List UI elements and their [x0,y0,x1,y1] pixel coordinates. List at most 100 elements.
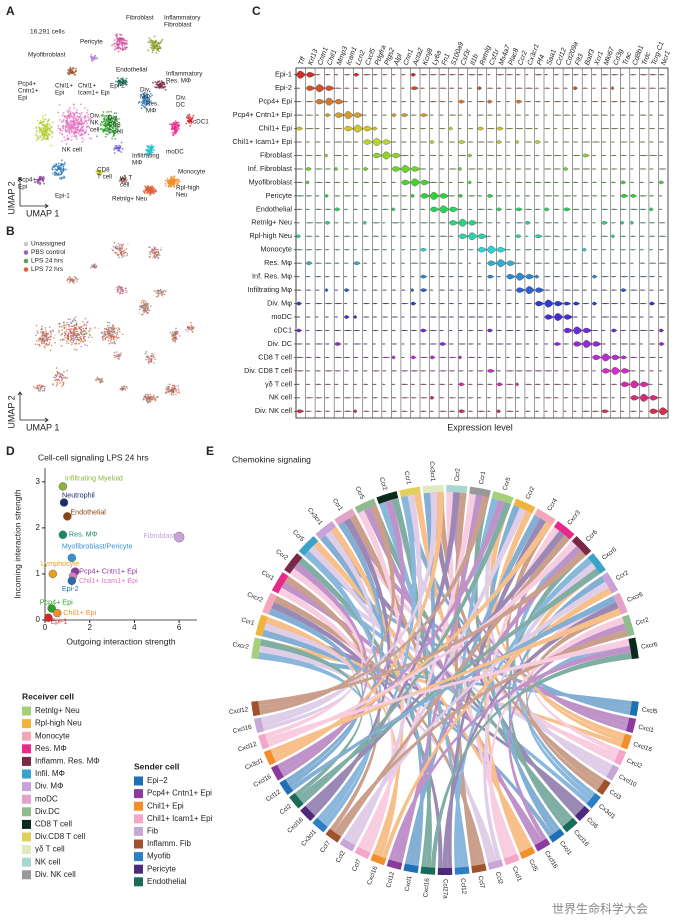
violin [420,193,430,199]
row-label: Pericyte [266,191,292,200]
umap-point [51,121,54,124]
violin [496,114,502,116]
umap-point [42,128,45,130]
umap-point [68,324,71,326]
violin [448,220,459,226]
violin [505,249,511,251]
axis-label: UMAP 2 [6,395,16,428]
umap-point [152,44,155,47]
violin [648,222,656,224]
umap-point [171,334,173,337]
violin [505,289,513,291]
violin [296,87,301,89]
legend-label: Pcp4+ Cntn1+ Epi [147,789,212,798]
umap-point [41,134,44,136]
umap-point [37,332,39,335]
umap-point [69,340,72,342]
violin [353,101,359,103]
violin [477,168,484,170]
legend-marker [23,267,29,272]
umap-point [61,373,63,376]
umap-point [140,304,143,307]
umap-point [148,192,151,194]
umap-point [35,132,38,135]
violin [410,329,417,332]
violin [534,287,545,293]
violin [334,154,342,157]
umap-point [35,340,38,342]
chord-label: Cxcr2 [246,591,264,604]
violin [572,341,583,347]
umap-point [78,334,80,337]
cluster-label: Chil1+ [55,83,73,90]
umap-point [80,133,83,136]
umap-point [109,326,111,329]
umap-point [79,326,81,328]
umap-point [77,118,80,121]
umap-point [126,42,128,45]
violin [448,276,454,278]
violin [343,329,352,332]
violin [506,154,511,157]
violin [515,181,523,183]
violin [591,235,597,237]
umap-point [149,395,151,397]
violin [410,262,419,264]
umap-point [157,50,160,53]
violin [391,222,400,224]
violin [610,397,616,399]
chord-label: Ccr2 [635,616,650,627]
umap-point [81,130,84,132]
violin [381,249,388,251]
violin [544,249,550,251]
umap-point [126,254,128,257]
umap-point [86,111,89,114]
umap-point [144,96,147,98]
violin [429,383,436,385]
row-label: γδ T cell [265,379,292,388]
violin [353,249,358,251]
legend-swatch [22,807,31,817]
cluster-label: Inflammatory [164,15,201,22]
cluster-label: Endothelial [116,67,147,74]
umap-point [168,385,170,388]
legend-label: Div.CD8 T cell [35,832,85,841]
umap-point [68,281,71,284]
legend-swatch [22,756,31,766]
umap-point [127,243,129,245]
violin [658,262,667,264]
violin [420,383,427,385]
umap-point [110,123,112,126]
umap-point [54,172,57,174]
violin [391,128,397,130]
umap-point [113,241,116,244]
umap-point [55,165,58,167]
umap-point [121,389,123,392]
violin [496,87,502,89]
umap-point [115,115,117,118]
umap-point [44,327,47,329]
umap-point [72,328,75,330]
x-axis-label: Outgoing interaction strength [66,636,175,646]
violin [544,101,550,103]
umap-point [74,123,77,126]
violin [477,316,484,318]
umap-point [45,342,48,345]
violin [381,303,390,305]
umap-point [112,249,114,251]
violin [658,303,667,305]
umap-point [190,120,193,123]
umap-point [113,48,116,51]
panel-letter: B [6,224,15,238]
umap-point [173,178,176,181]
umap-point [90,137,93,140]
violin [343,141,352,143]
violin [372,168,380,170]
violin [296,249,303,251]
umap-point [192,114,195,117]
violin [315,276,322,278]
chord-label: Ccr2 [524,485,536,500]
violin [315,370,321,372]
umap-point [48,127,51,130]
umap-point [156,86,158,89]
